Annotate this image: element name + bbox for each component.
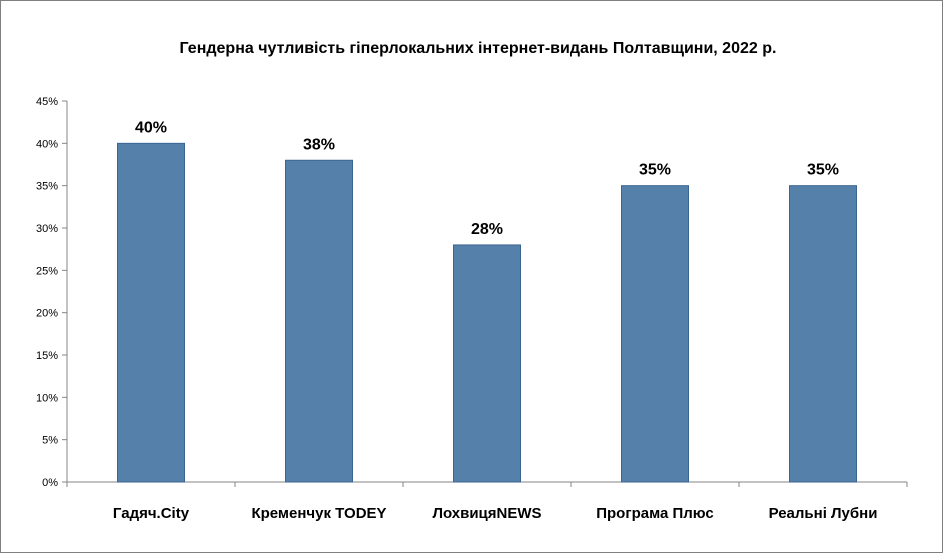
y-tick-label: 20% <box>36 308 58 320</box>
chart-title: Гендерна чутливість гіперлокальних інтер… <box>180 40 777 57</box>
axes: 0% 5% 10% 15% 20% 25% 30% 35% 40% 45% <box>36 96 908 489</box>
y-tick-label: 10% <box>36 392 58 404</box>
data-label: 38% <box>303 136 335 153</box>
bar <box>117 142 185 483</box>
bar <box>789 185 857 483</box>
x-tick-label: Програма Плюс <box>596 505 714 522</box>
y-tick-label: 45% <box>36 96 58 108</box>
y-tick-label: 25% <box>36 265 58 277</box>
y-tick-label: 30% <box>36 223 58 235</box>
x-tick-label: ЛохвицяNEWS <box>432 505 541 522</box>
data-label: 40% <box>135 119 167 136</box>
y-tick-label: 40% <box>36 138 58 150</box>
bars <box>117 142 857 483</box>
y-tick-label: 15% <box>36 350 58 362</box>
labels: 40% Гадяч.City 38% Кременчук TODEY 28% Лохвиц… <box>113 119 878 522</box>
data-label: 28% <box>471 221 503 238</box>
data-label: 35% <box>807 162 839 179</box>
y-tick-label: 0% <box>42 477 58 489</box>
y-tick-label: 35% <box>36 181 58 193</box>
x-tick-label: Кременчук TODEY <box>251 505 386 522</box>
data-label: 35% <box>639 162 671 179</box>
bar <box>453 244 521 483</box>
x-tick-label: Реальні Лубни <box>769 505 878 522</box>
y-tick-label: 5% <box>42 435 58 447</box>
bar <box>285 159 353 483</box>
x-tick-label: Гадяч.City <box>113 505 190 522</box>
bar <box>621 185 689 483</box>
